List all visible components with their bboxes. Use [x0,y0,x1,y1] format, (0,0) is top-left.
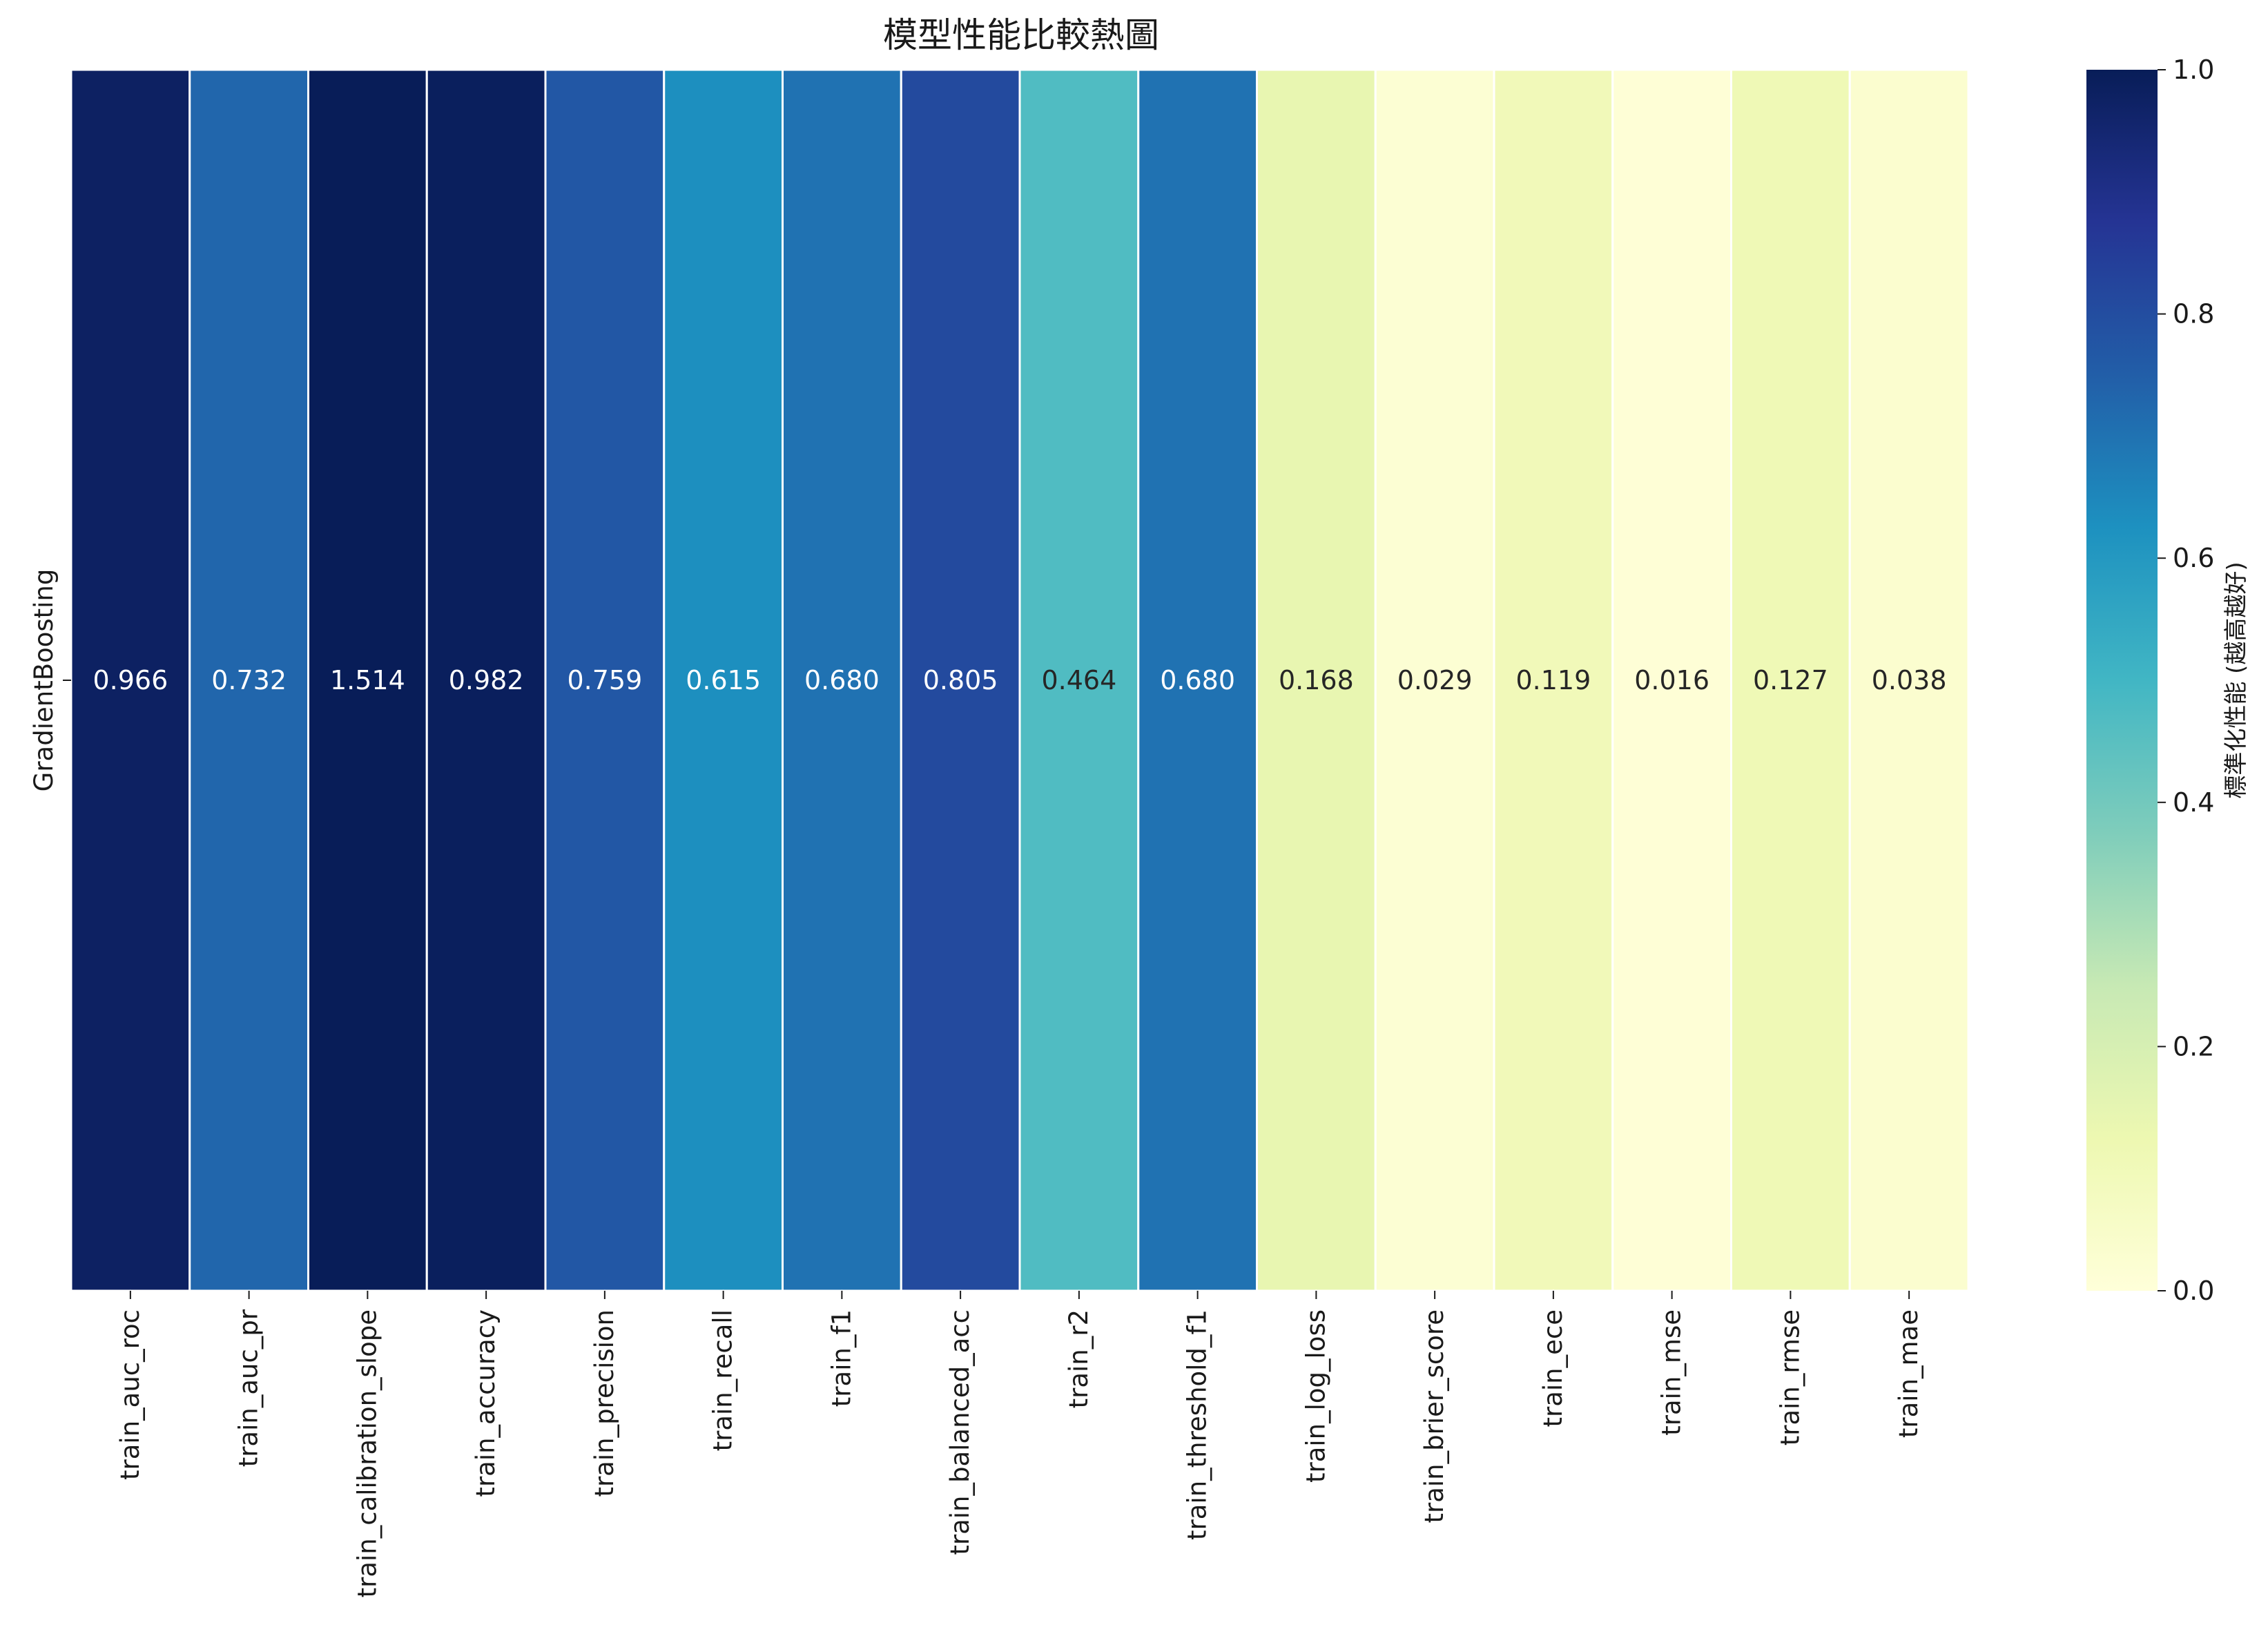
colorbar-tick-label: 0.4 [2173,787,2214,818]
colorbar: 0.0 0.2 0.4 0.6 0.8 1.0 標準化性能 (越高越好) [2086,55,2250,1306]
cell-value-label-train_rmse: 0.127 [1753,665,1828,695]
x-tick-label-train_calibration_slope: train_calibration_slope [352,1309,382,1597]
cell-value-label-train_precision: 0.759 [567,665,642,695]
cell-value-label-train_log_loss: 0.168 [1279,665,1354,695]
colorbar-tick-label: 0.8 [2173,299,2214,329]
colorbar-tick-label: 0.0 [2173,1276,2214,1306]
cell-value-label-train_accuracy: 0.982 [449,665,524,695]
x-tick-label-train_accuracy: train_accuracy [471,1309,501,1497]
colorbar-tick-label: 0.2 [2173,1031,2214,1061]
x-tick-label-train_auc_pr: train_auc_pr [234,1309,264,1467]
colorbar-label: 標準化性能 (越高越好) [2222,561,2250,798]
heatmap-cell-train_mse [1611,68,1732,1292]
x-axis-ticks: train_auc_roc train_auc_pr train_calibrati… [115,1291,1923,1597]
colorbar-ticks: 0.0 0.2 0.4 0.6 0.8 1.0 [2158,55,2214,1306]
colorbar-tick-label: 0.6 [2173,543,2214,573]
cell-value-label-train_ece: 0.119 [1515,665,1591,695]
x-tick-label-train_brier_score: train_brier_score [1419,1309,1449,1524]
x-tick-label-train_precision: train_precision [590,1309,619,1497]
x-tick-label-train_ece: train_ece [1538,1309,1568,1428]
colorbar-tick-label: 1.0 [2173,55,2214,85]
heatmap-cell-train_rmse [1730,68,1851,1292]
heatmap-cell-train_recall [663,68,784,1292]
cell-value-label-train_calibration_slope: 1.514 [330,665,405,695]
cell-value-label-train_recall: 0.615 [686,665,761,695]
x-tick-label-train_mse: train_mse [1657,1309,1687,1436]
x-tick-label-train_rmse: train_rmse [1775,1309,1805,1445]
heatmap-cell-train_precision [544,68,666,1292]
cell-value-label-train_mae: 0.038 [1872,665,1947,695]
cell-value-label-train_auc_pr: 0.732 [211,665,287,695]
heatmap-cell-train_balanced_acc [900,68,1021,1292]
y-tick-label: GradientBoosting [29,569,59,792]
cell-value-label-train_brier_score: 0.029 [1397,665,1473,695]
x-tick-label-train_auc_roc: train_auc_roc [115,1309,145,1480]
cell-value-label-train_r2: 0.464 [1041,665,1116,695]
cell-value-label-train_f1: 0.680 [804,665,880,695]
cell-value-label-train_mse: 0.016 [1634,665,1709,695]
heatmap-cells: 0.966 0.732 1.514 0.982 0.759 0.615 0.680 0.805… [70,68,1970,1292]
x-tick-label-train_threshold_f1: train_threshold_f1 [1183,1309,1212,1540]
heatmap-cell-train_auc_pr [188,68,309,1292]
heatmap-cell-train_auc_roc [70,68,191,1292]
cell-value-label-train_threshold_f1: 0.680 [1160,665,1235,695]
heatmap-cell-train_ece [1493,68,1614,1292]
chart-title: 模型性能比較熱圖 [883,15,1159,55]
colorbar-gradient [2086,70,2158,1291]
y-axis-ticks: GradientBoosting [29,569,71,792]
cell-value-label-train_balanced_acc: 0.805 [923,665,998,695]
x-tick-label-train_mae: train_mae [1894,1309,1923,1438]
heatmap-cell-train_brier_score [1374,68,1495,1292]
x-tick-label-train_log_loss: train_log_loss [1301,1309,1330,1483]
x-tick-label-train_f1: train_f1 [826,1309,856,1407]
heatmap-cell-train_calibration_slope [307,68,428,1292]
heatmap-cell-train_accuracy [425,68,547,1292]
x-tick-label-train_balanced_acc: train_balanced_acc [945,1309,975,1555]
heatmap-cell-train_mae [1848,68,1970,1292]
x-tick-label-train_recall: train_recall [708,1309,738,1451]
cell-value-label-train_auc_roc: 0.966 [93,665,168,695]
heatmap-cell-train_threshold_f1 [1137,68,1258,1292]
x-tick-label-train_r2: train_r2 [1064,1309,1094,1408]
